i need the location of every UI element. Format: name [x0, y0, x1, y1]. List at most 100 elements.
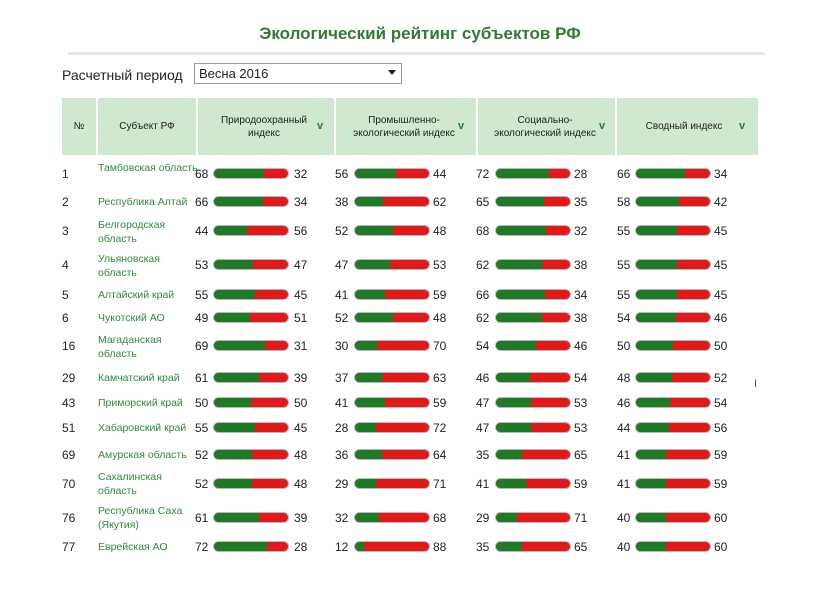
score-bar-positive-fill — [355, 290, 386, 299]
col-header-nature-index[interactable]: Природоохранный индекс — [220, 114, 308, 139]
score-bar — [636, 450, 710, 459]
region-link[interactable]: Белгородская область — [98, 219, 166, 245]
negative-score: 53 — [574, 396, 588, 410]
region-link[interactable]: Сахалинская область — [98, 471, 162, 497]
score-bar — [496, 226, 570, 235]
region-link[interactable]: Хабаровский край — [98, 422, 187, 434]
positive-score: 62 — [476, 258, 490, 272]
positive-score: 62 — [476, 311, 490, 325]
score-bar — [496, 197, 570, 206]
positive-score: 69 — [195, 339, 209, 353]
negative-score: 53 — [433, 258, 447, 272]
negative-score: 54 — [574, 371, 588, 385]
positive-score: 66 — [476, 288, 490, 302]
row-number: 77 — [62, 540, 76, 554]
region-link[interactable]: Амурская область — [98, 449, 187, 461]
negative-score: 34 — [294, 195, 308, 209]
region-link[interactable]: Ульяновская область — [98, 253, 160, 279]
score-bar-positive-fill — [636, 423, 669, 432]
score-bar-positive-fill — [496, 260, 542, 269]
page-title: Экологический рейтинг субъектов РФ — [259, 24, 581, 43]
score-bar — [355, 197, 429, 206]
positive-score: 44 — [617, 421, 631, 435]
positive-score: 47 — [335, 258, 349, 272]
sort-toggle-icon[interactable]: v — [739, 120, 746, 132]
positive-score: 53 — [195, 258, 209, 272]
score-bar — [496, 423, 570, 432]
negative-score: 72 — [433, 421, 447, 435]
score-bar — [214, 373, 288, 382]
region-link[interactable]: Магаданская область — [98, 334, 162, 360]
score-bar-positive-fill — [214, 169, 265, 178]
region-link[interactable]: Чукотский АО — [98, 312, 165, 324]
positive-score: 30 — [335, 339, 349, 353]
positive-score: 56 — [335, 167, 349, 181]
negative-score: 62 — [433, 195, 447, 209]
region-link[interactable]: Республика Саха (Якутия) — [98, 505, 183, 531]
region-link[interactable]: Алтайский край — [98, 289, 175, 301]
score-bar — [355, 169, 429, 178]
score-bar-positive-fill — [214, 423, 255, 432]
positive-score: 55 — [617, 288, 631, 302]
score-bar-positive-fill — [496, 169, 550, 178]
score-bar — [214, 542, 288, 551]
score-bar — [214, 479, 288, 488]
score-bar-positive-fill — [214, 542, 268, 551]
negative-score: 44 — [433, 167, 447, 181]
score-bar — [214, 169, 288, 178]
negative-score: 39 — [294, 371, 308, 385]
score-bar-positive-fill — [355, 313, 394, 322]
positive-score: 37 — [335, 371, 349, 385]
score-bar-positive-fill — [496, 226, 547, 235]
sort-toggle-icon[interactable]: v — [317, 120, 324, 132]
col-header-num: № — [73, 121, 85, 132]
sort-toggle-icon[interactable]: v — [599, 120, 606, 132]
region-link[interactable]: Еврейская АО — [98, 541, 168, 553]
negative-score: 45 — [294, 288, 308, 302]
positive-score: 58 — [617, 195, 631, 209]
region-link[interactable]: Приморский край — [98, 397, 183, 409]
region-link[interactable]: Камчатский край — [98, 372, 180, 384]
positive-score: 55 — [195, 288, 209, 302]
positive-score: 52 — [195, 448, 209, 462]
score-bar-positive-fill — [496, 313, 542, 322]
positive-score: 38 — [335, 195, 349, 209]
col-header-summary-index[interactable]: Сводный индекс — [645, 121, 723, 132]
positive-score: 68 — [476, 224, 490, 238]
score-bar — [355, 373, 429, 382]
negative-score: 59 — [714, 448, 728, 462]
score-bar-positive-fill — [355, 226, 394, 235]
positive-score: 72 — [195, 540, 209, 554]
negative-score: 45 — [714, 258, 728, 272]
region-link[interactable]: Тамбовская область — [98, 162, 198, 174]
row-number: 51 — [62, 421, 76, 435]
score-bar-positive-fill — [355, 542, 364, 551]
score-bar — [496, 450, 570, 459]
negative-score: 38 — [574, 258, 588, 272]
row-number: 76 — [62, 511, 76, 525]
score-bar-positive-fill — [636, 398, 671, 407]
header-divider — [476, 98, 478, 155]
negative-score: 59 — [714, 477, 728, 491]
negative-score: 45 — [714, 224, 728, 238]
region-link[interactable]: Республика Алтай — [98, 196, 188, 208]
positive-score: 54 — [476, 339, 490, 353]
score-bar — [636, 513, 710, 522]
score-bar — [214, 513, 288, 522]
score-bar-positive-fill — [214, 513, 260, 522]
col-header-social-index[interactable]: Социально-экологический индекс — [494, 114, 596, 139]
score-bar-positive-fill — [636, 341, 673, 350]
col-header-industrial-index[interactable]: Промышленно-экологический индекс — [353, 114, 455, 139]
positive-score: 52 — [335, 224, 349, 238]
score-bar-positive-fill — [214, 290, 255, 299]
positive-score: 41 — [335, 288, 349, 302]
row-number: 6 — [62, 311, 69, 325]
score-bar — [355, 423, 429, 432]
score-bar-positive-fill — [355, 197, 384, 206]
sort-toggle-icon[interactable]: v — [458, 120, 465, 132]
period-select[interactable]: Весна 2016 — [194, 63, 402, 84]
negative-score: 65 — [574, 448, 588, 462]
positive-score: 47 — [476, 421, 490, 435]
score-bar — [496, 479, 570, 488]
negative-score: 59 — [433, 396, 447, 410]
